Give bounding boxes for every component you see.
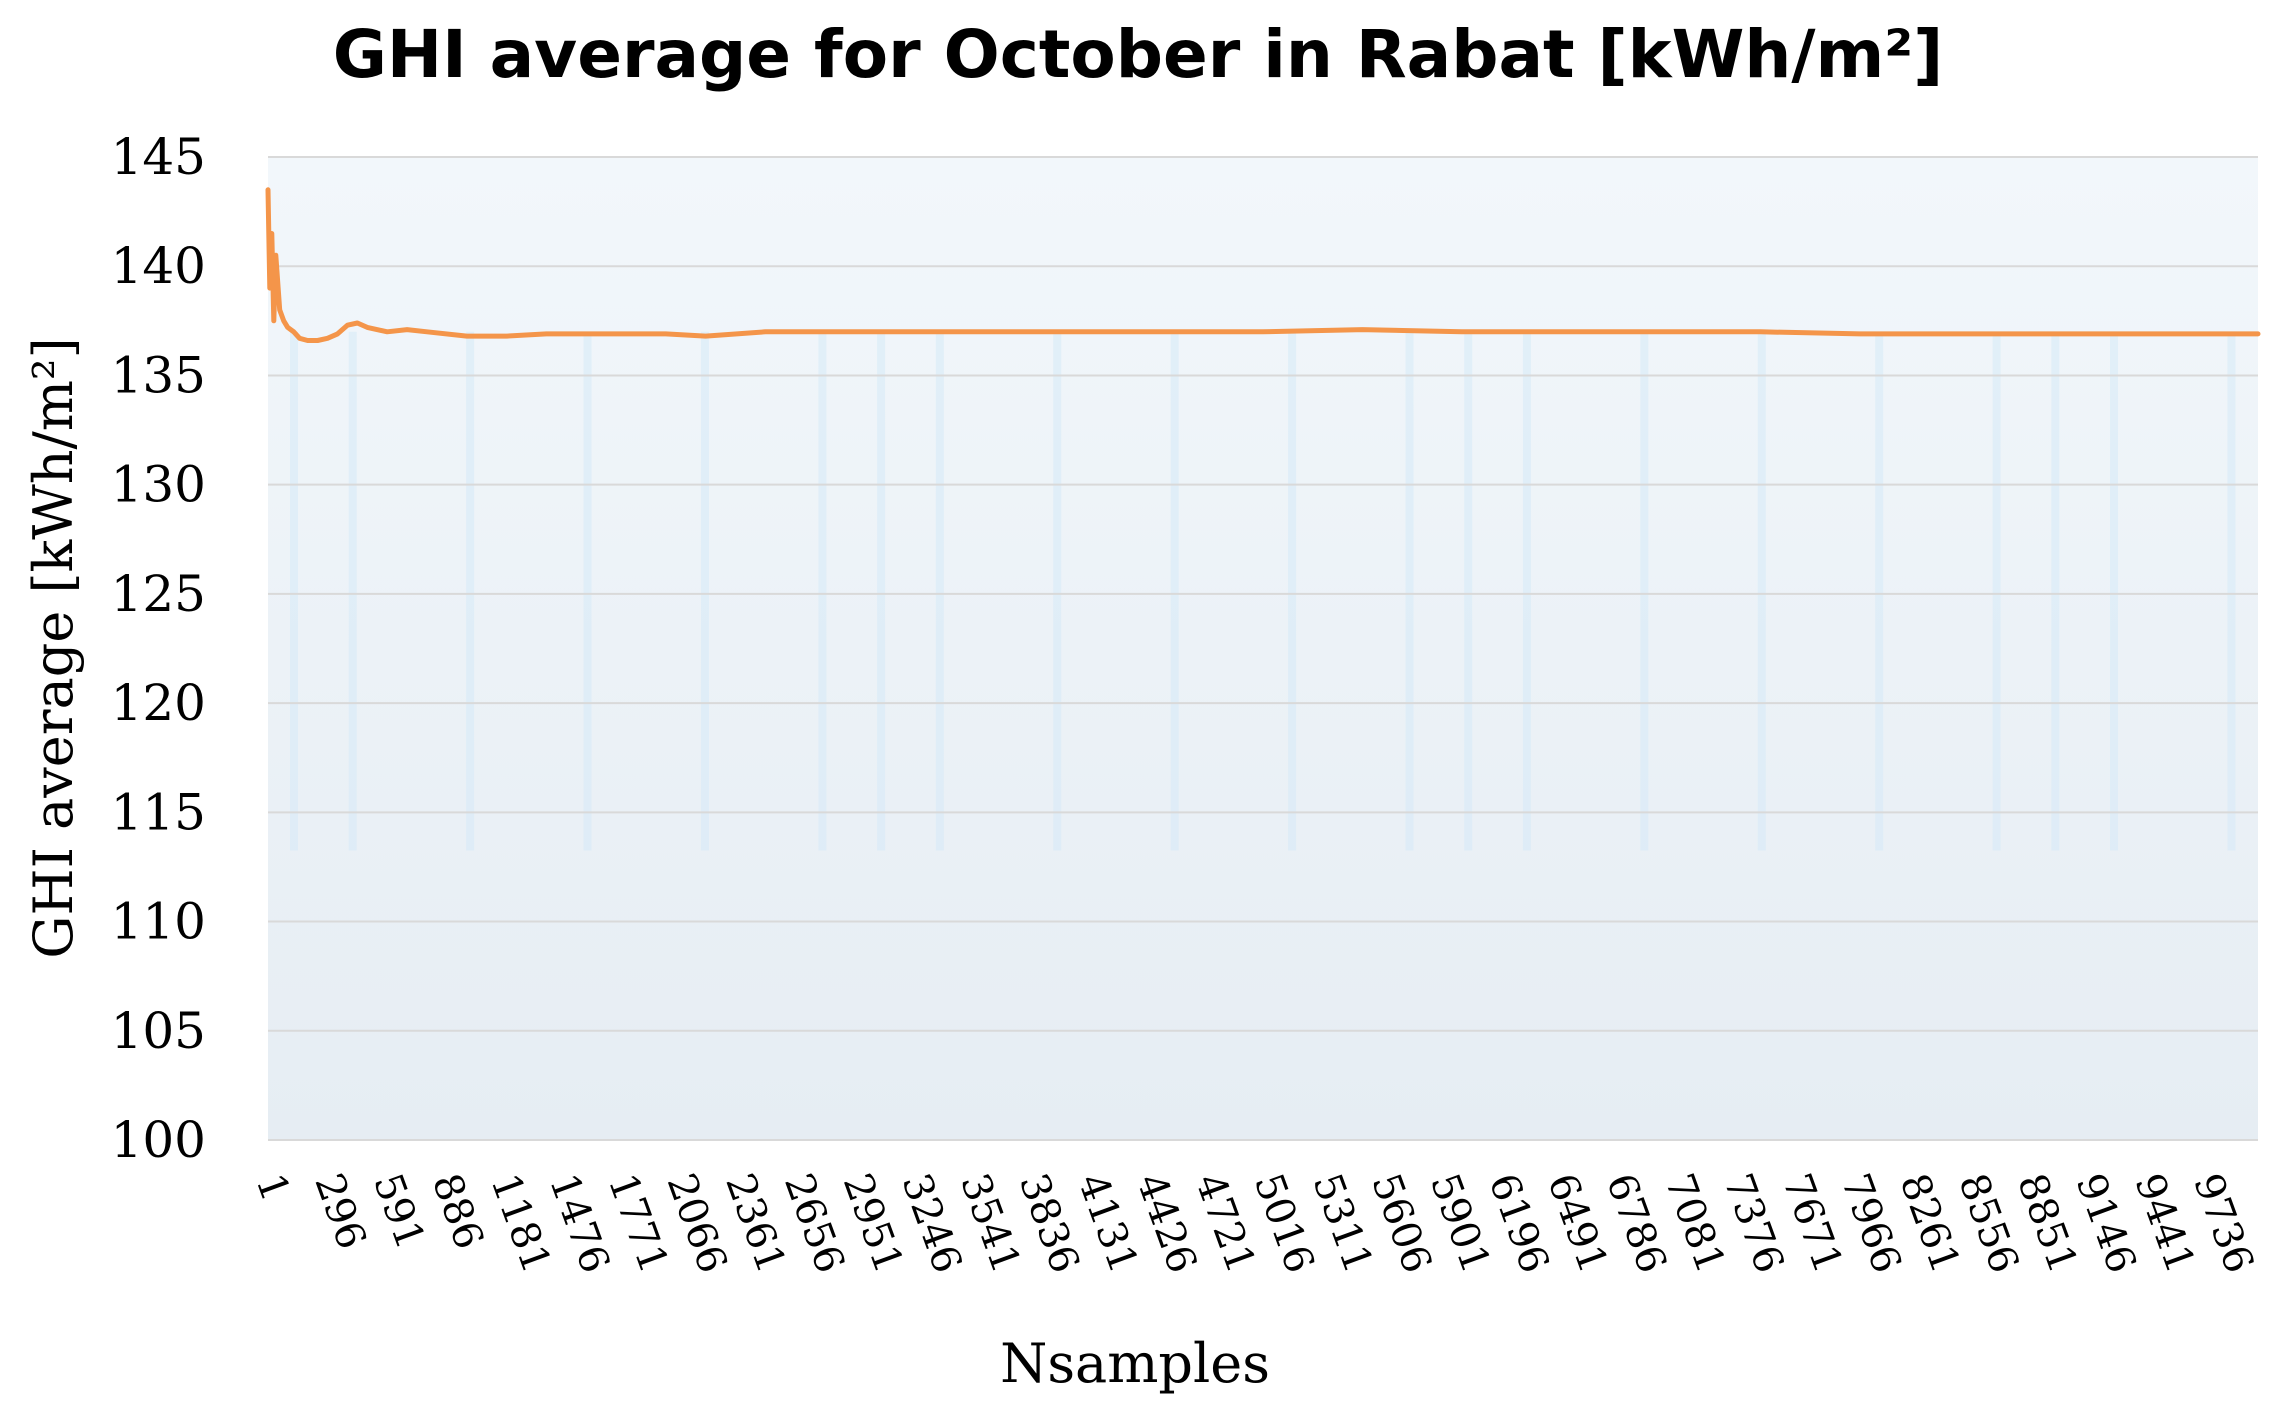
background-stripe <box>348 331 357 851</box>
background-stripe <box>583 331 592 851</box>
y-tick-labels: 100 105 110 115 120 125 130 135 140 145 <box>111 128 206 1169</box>
x-axis-label: Nsamples <box>1000 1332 1270 1395</box>
series-group <box>265 187 2261 343</box>
background-stripe <box>818 331 827 851</box>
background-stripe <box>935 331 944 851</box>
y-tick-label: 115 <box>111 783 206 841</box>
background-stripe <box>700 331 709 851</box>
background-stripes <box>290 331 2236 851</box>
y-tick-label: 135 <box>111 346 206 404</box>
background-stripe <box>290 331 298 851</box>
x-tick-labels: 1 296591886118114761771206623612656295132… <box>247 1168 2263 1279</box>
plot-area <box>268 157 2258 1140</box>
y-tick-label: 145 <box>111 128 206 186</box>
y-tick-label: 140 <box>111 237 206 295</box>
background-stripe <box>1875 331 1884 851</box>
x-tick-label: 591 <box>364 1168 433 1255</box>
background-stripe <box>2051 331 2060 851</box>
background-stripe <box>877 331 886 851</box>
series-line <box>265 187 2261 343</box>
background-stripe <box>1757 331 1766 851</box>
y-tick-label: 105 <box>111 1002 206 1060</box>
chart-title: GHI average for October in Rabat [kWh/m²… <box>333 16 1944 93</box>
y-tick-label: 125 <box>111 565 206 623</box>
background-stripe <box>1288 331 1297 851</box>
y-tick-label: 100 <box>111 1111 206 1169</box>
background-stripe <box>466 331 475 851</box>
background-stripe <box>2110 331 2119 851</box>
y-tick-label: 130 <box>111 456 206 514</box>
background-stripe <box>1522 331 1531 851</box>
y-axis-label: GHI average [kWh/m²] <box>22 337 85 958</box>
background-stripe <box>2227 331 2236 851</box>
x-tick-label: 886 <box>423 1168 492 1255</box>
background-stripe <box>1464 331 1473 851</box>
background-stripe <box>1640 331 1649 851</box>
background-stripe <box>1405 331 1414 851</box>
background-stripe <box>1053 331 1062 851</box>
background-stripe <box>1170 331 1179 851</box>
x-tick-label: 1 <box>247 1168 299 1208</box>
x-tick-label: 296 <box>305 1168 374 1255</box>
gridlines <box>268 156 2258 1141</box>
y-tick-label: 120 <box>111 674 206 732</box>
y-tick-label: 110 <box>111 893 206 951</box>
background-stripe <box>1992 331 2001 851</box>
